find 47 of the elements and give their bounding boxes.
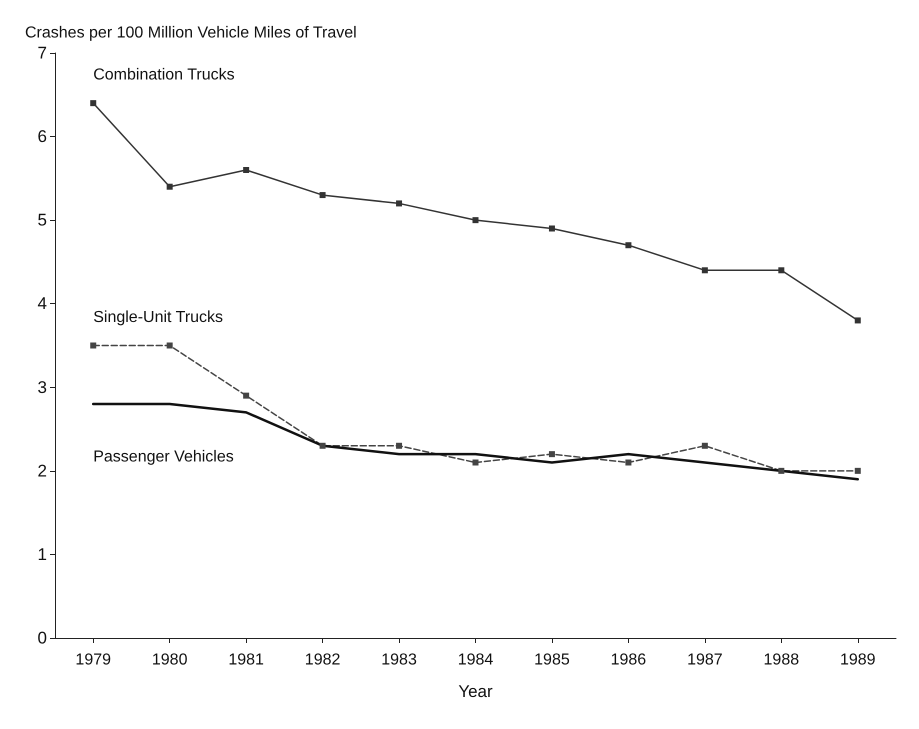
point: [90, 100, 96, 106]
x-tick-label: 1986: [610, 652, 646, 668]
x-tick-label: 1987: [687, 652, 723, 668]
point: [854, 468, 861, 474]
y-tick-label: 2: [38, 461, 47, 480]
y-tick-label: 4: [38, 294, 47, 314]
x-tick-label: 1979: [75, 652, 112, 668]
x-tick-label: 1985: [534, 652, 570, 668]
point: [472, 217, 478, 224]
point: [702, 442, 708, 449]
point: [396, 200, 402, 206]
y-tick-label: 5: [38, 210, 47, 230]
x-tick-label: 1989: [840, 652, 876, 668]
point: [166, 342, 173, 348]
x-tick-label: 1980: [152, 652, 188, 668]
point: [243, 392, 250, 399]
point: [90, 342, 96, 348]
point: [625, 460, 632, 466]
series-label: Single-Unit Trucks: [93, 309, 224, 326]
point: [472, 460, 478, 466]
x-tick-label: 1981: [228, 652, 264, 668]
point: [548, 226, 555, 232]
point: [778, 267, 784, 274]
y-tick-label: 3: [38, 378, 47, 397]
text: Passenger Vehicles: [93, 448, 234, 466]
point: [396, 442, 402, 449]
point: [702, 267, 708, 274]
point: [166, 184, 173, 190]
series-label: Combination Trucks: [93, 66, 235, 84]
point: [854, 317, 861, 324]
point: [778, 468, 784, 474]
x-tick-label: 1988: [764, 652, 800, 668]
line-series: [92, 402, 860, 480]
x-tick-label: 1982: [304, 652, 340, 668]
y-tick-label: 6: [38, 127, 47, 146]
point: [625, 242, 632, 248]
x-axis-title: Year: [458, 682, 494, 701]
y-tick-label: 0: [38, 628, 47, 648]
point: [320, 192, 326, 198]
x-tick-label: 1984: [458, 652, 494, 668]
point: [320, 442, 326, 449]
point: [548, 451, 555, 458]
point: [243, 167, 250, 173]
x-tick-label: 1983: [381, 652, 417, 668]
y-tick-label: 7: [38, 44, 47, 62]
y-axis-title: Crashes per 100 Million Vehicle Miles of Travel: [25, 24, 357, 42]
y-tick-label: 1: [38, 544, 47, 564]
